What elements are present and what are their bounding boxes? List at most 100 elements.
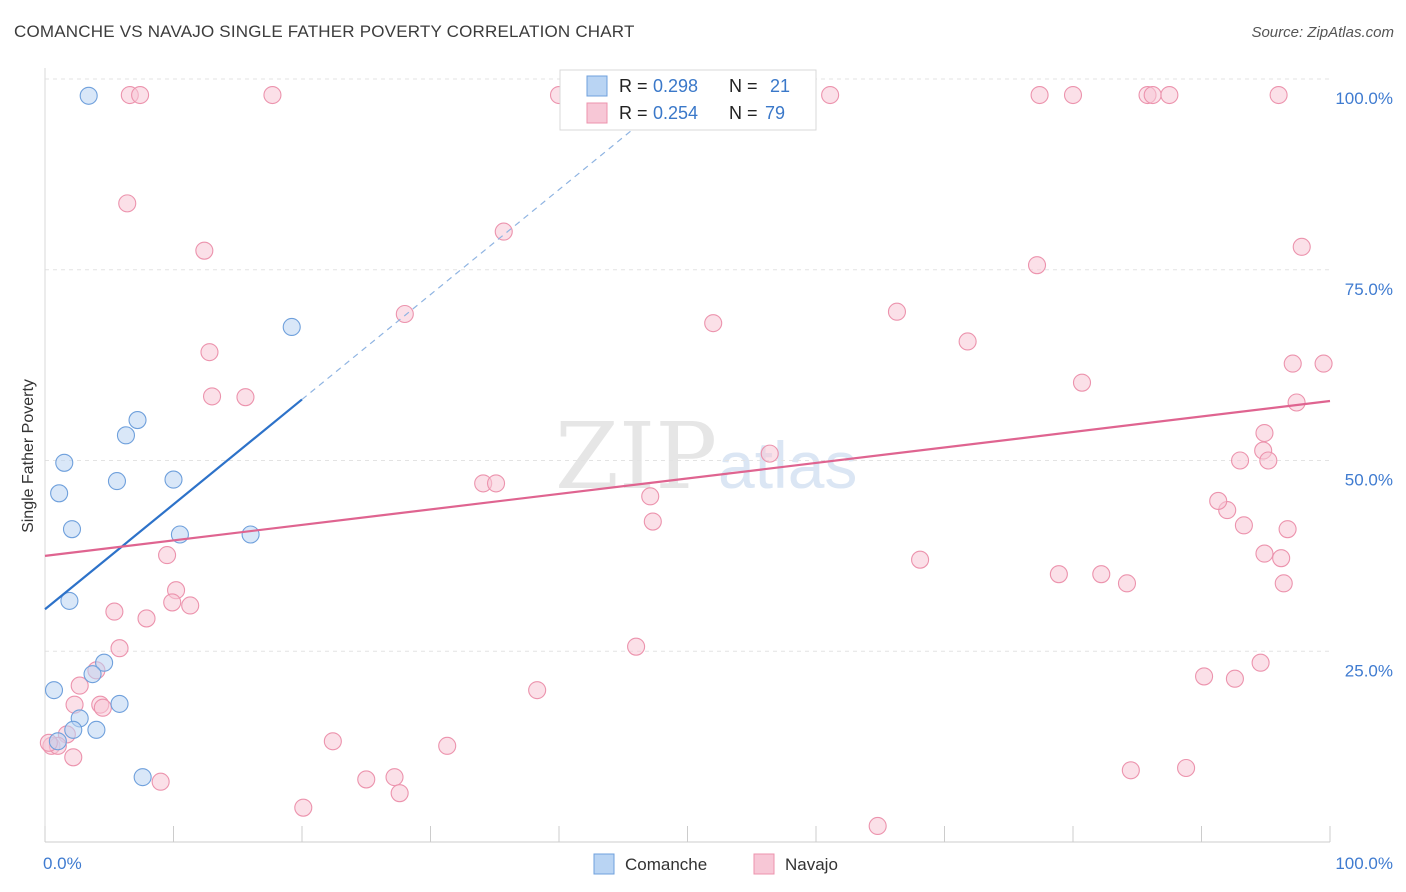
comanche-point-14	[44, 681, 64, 700]
navajo-point-46	[1117, 574, 1137, 593]
navajo-point-22	[1314, 354, 1333, 373]
navajo-point-18	[704, 314, 723, 333]
comanche-point-3	[116, 426, 136, 445]
comanche-point-8	[62, 520, 82, 539]
navajo-point-14	[1292, 237, 1311, 256]
watermark-zip: ZIP	[555, 403, 717, 510]
navajo-point-42	[158, 546, 177, 565]
navajo-point-2	[263, 85, 282, 105]
comanche-point-13	[83, 665, 102, 684]
navajo-point-31	[1259, 451, 1278, 470]
navajo-point-41	[1272, 549, 1291, 568]
navajo-point-4	[821, 85, 840, 105]
comanche-n-label: N =	[729, 76, 758, 96]
navajo-point-9	[1160, 85, 1179, 105]
navajo-trend-line	[44, 399, 1331, 557]
comanche-point-19	[48, 732, 67, 751]
navajo-swatch	[586, 102, 608, 124]
comanche-point-7	[50, 484, 69, 503]
navajo-r-value: 0.254	[653, 103, 698, 123]
navajo-point-53	[110, 639, 129, 658]
chart-source: Source: ZipAtlas.com	[1251, 24, 1394, 41]
navajo-point-70	[1121, 761, 1140, 780]
comanche-point-1	[282, 317, 301, 337]
grid-lines	[45, 78, 1330, 652]
navajo-point-11	[118, 194, 137, 213]
navajo-r-label: R =	[619, 103, 648, 123]
navajo-point-10	[1269, 85, 1288, 105]
navajo-point-16	[395, 304, 414, 324]
trend-lines	[44, 78, 1331, 611]
navajo-point-43	[911, 550, 930, 569]
navajo-point-17	[887, 302, 907, 321]
navajo-point-13	[195, 241, 214, 260]
y-tick-label-25: 25.0%	[1345, 661, 1393, 680]
comanche-trend-extension	[301, 78, 695, 400]
navajo-point-74	[385, 768, 404, 787]
navajo-point-25	[236, 388, 255, 407]
navajo-point-33	[486, 474, 506, 493]
comanche-r-value: 0.298	[653, 76, 698, 96]
legend-navajo-label: Navajo	[785, 855, 838, 874]
comanche-point-15	[110, 694, 129, 713]
navajo-point-58	[1195, 667, 1214, 686]
comanche-point-10	[241, 525, 260, 544]
comanche-point-17	[64, 720, 83, 739]
navajo-point-76	[294, 798, 313, 817]
navajo-n-label: N =	[729, 103, 758, 123]
navajo-point-12	[494, 222, 513, 241]
y-tick-label-50: 50.0%	[1345, 471, 1393, 490]
navajo-point-23	[1072, 373, 1092, 392]
navajo-point-77	[868, 816, 887, 836]
legend-comanche-label: Comanche	[625, 855, 707, 874]
navajo-point-5	[1030, 85, 1049, 105]
x-tick-label-max: 100.0%	[1335, 854, 1393, 873]
navajo-point-34	[641, 487, 660, 506]
navajo-point-44	[1049, 565, 1068, 584]
navajo-point-51	[105, 602, 124, 621]
x-ticks	[44, 826, 1331, 842]
comanche-point-18	[87, 720, 106, 739]
navajo-point-27	[1255, 423, 1274, 443]
navajo-point-21	[1283, 354, 1302, 373]
navajo-point-69	[64, 748, 83, 767]
comanche-points	[44, 86, 301, 787]
navajo-point-57	[1225, 669, 1244, 688]
navajo-point-24	[203, 387, 222, 406]
y-tick-labels: 25.0% 50.0% 75.0% 100.0%	[1335, 89, 1393, 680]
x-tick-label-min: 0.0%	[43, 854, 82, 873]
comanche-point-20	[133, 768, 152, 787]
navajo-point-36	[1209, 491, 1228, 510]
navajo-point-65	[323, 732, 342, 751]
comanche-swatch	[586, 75, 608, 97]
y-tick-label-75: 75.0%	[1345, 280, 1393, 299]
navajo-point-39	[1278, 520, 1297, 539]
navajo-point-54	[627, 637, 646, 656]
series-legend: Comanche Navajo	[593, 853, 838, 875]
comanche-point-4	[55, 453, 74, 472]
navajo-point-30	[1231, 451, 1250, 470]
navajo-point-66	[438, 736, 457, 755]
navajo-point-20	[200, 343, 219, 362]
navajo-point-50	[181, 596, 200, 615]
y-tick-label-100: 100.0%	[1335, 89, 1393, 108]
navajo-point-26	[1287, 393, 1306, 412]
navajo-n-value: 79	[765, 103, 785, 123]
comanche-point-6	[164, 470, 183, 489]
comanche-r-label: R =	[619, 76, 648, 96]
navajo-point-15	[1027, 256, 1047, 275]
watermark-atlas: atlas	[718, 428, 857, 502]
comanche-point-11	[60, 591, 79, 610]
navajo-point-52	[137, 609, 156, 628]
navajo-point-40	[1255, 544, 1274, 563]
comanche-point-5	[107, 472, 127, 491]
comanche-n-value: 21	[770, 76, 790, 96]
navajo-point-49	[163, 593, 182, 612]
navajo-point-60	[528, 681, 547, 700]
navajo-point-45	[1092, 565, 1111, 584]
navajo-point-37	[643, 512, 662, 531]
navajo-point-59	[70, 676, 89, 695]
navajo-point-72	[151, 772, 170, 791]
